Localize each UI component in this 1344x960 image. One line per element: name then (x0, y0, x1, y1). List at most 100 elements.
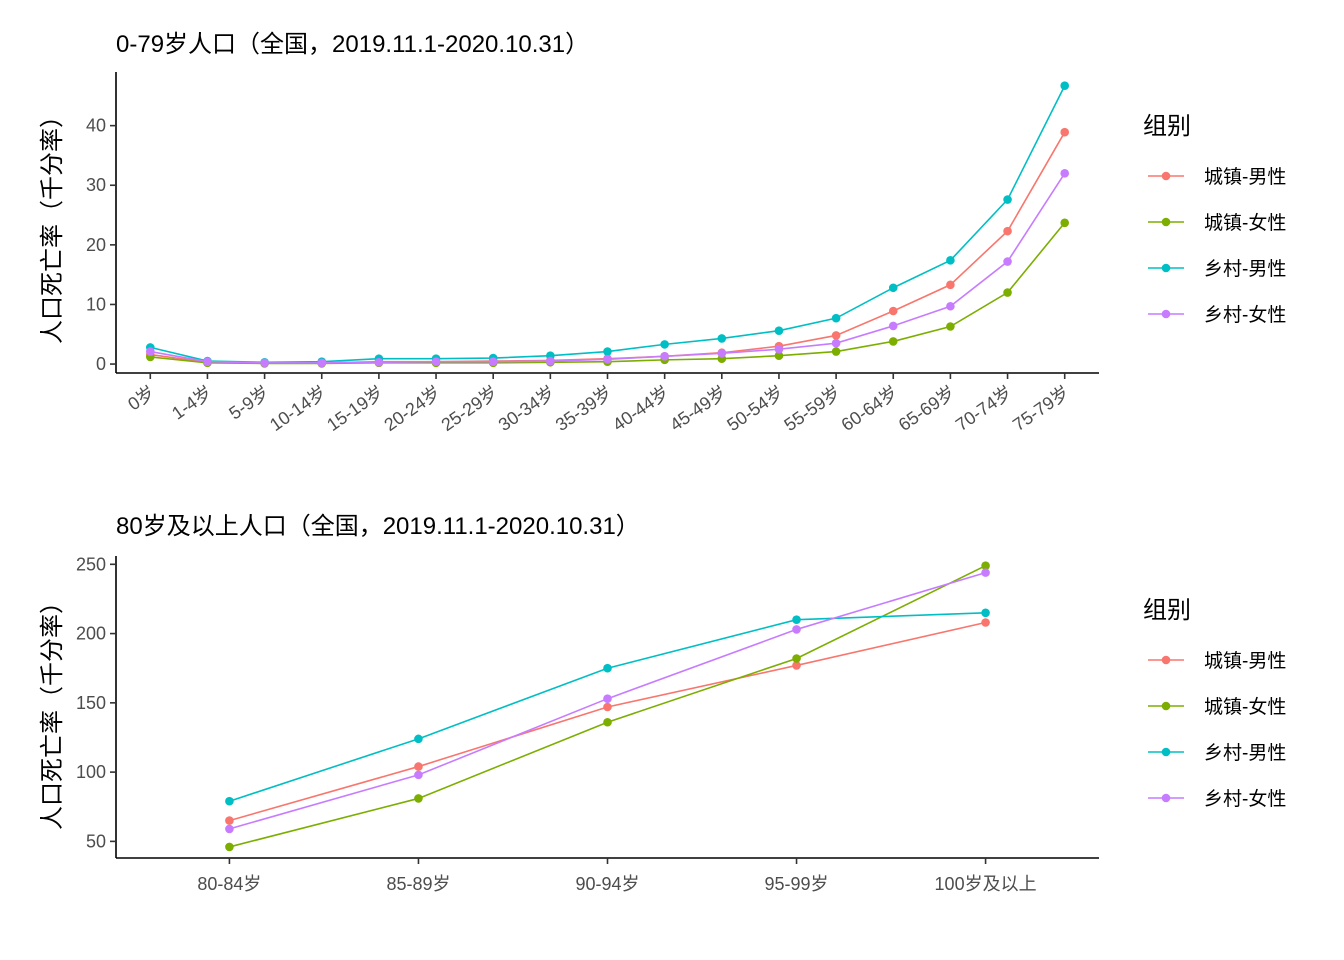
legend-key-point (1161, 793, 1171, 803)
legend-key-point (1161, 701, 1171, 711)
y-tick-label: 30 (86, 175, 106, 195)
data-point (414, 762, 423, 771)
legend-label: 城镇-女性 (1204, 212, 1286, 234)
data-point (1003, 195, 1012, 204)
data-point (1060, 127, 1070, 137)
data-point (260, 358, 269, 368)
legend-key-point (1161, 171, 1171, 181)
x-tick-label: 85-89岁 (386, 874, 450, 894)
legend-label: 城镇-男性 (1204, 166, 1286, 188)
data-point (981, 568, 990, 577)
legend-key-point (1161, 309, 1171, 319)
data-point (225, 824, 234, 834)
data-point (488, 357, 498, 366)
data-point (946, 322, 955, 331)
legend-label: 乡村-男性 (1204, 258, 1286, 280)
legend-title-top: 组别 (1143, 113, 1191, 140)
chart-title-bottom: 80岁及以上人口（全国，2019.11.1-2020.10.31） (116, 513, 640, 540)
data-point (981, 618, 990, 627)
x-tick-label: 40-44岁 (609, 382, 673, 435)
y-tick-label: 10 (86, 294, 106, 314)
x-tick-label: 95-99岁 (765, 874, 829, 894)
x-tick-label: 70-74岁 (952, 382, 1016, 435)
data-point (831, 338, 841, 348)
data-point (888, 283, 898, 293)
data-point (660, 352, 669, 361)
plot-area-top: 0 10 20 30 40 0岁 1-4岁 5-9岁10-14岁15-19岁20-24岁25-… (86, 72, 1099, 435)
data-point (774, 351, 784, 361)
x-tick-label: 10-14岁 (266, 382, 330, 435)
data-point (145, 347, 155, 356)
data-point (717, 349, 727, 358)
x-tick-label: 60-64岁 (838, 382, 902, 435)
y-tick-label: 20 (86, 235, 106, 255)
y-tick-label: 100 (76, 762, 106, 782)
chart-panel-top: 0-79岁人口（全国，2019.11.1-2020.10.31） 人口死亡率（千… (39, 31, 1286, 435)
y-tick-label: 150 (76, 693, 106, 713)
data-point (414, 794, 423, 803)
x-tick-label: 90-94岁 (575, 874, 639, 894)
x-tick-label: 15-19岁 (323, 382, 387, 435)
y-axis-label-top: 人口死亡率（千分率） (39, 104, 66, 344)
data-point (225, 796, 234, 806)
x-tick-label: 0岁 (124, 382, 158, 414)
data-point (1060, 81, 1070, 91)
data-point (1003, 257, 1012, 266)
chart-title-top: 0-79岁人口（全国，2019.11.1-2020.10.31） (116, 31, 589, 58)
data-point (831, 331, 841, 340)
data-point (888, 306, 898, 316)
data-point (792, 661, 801, 670)
data-point (225, 842, 234, 852)
data-point (1003, 226, 1012, 236)
series-line (150, 131, 1066, 364)
series-line (150, 85, 1066, 364)
data-point (1060, 218, 1070, 228)
legend-key-point (1161, 747, 1171, 757)
legend-key-point (1161, 217, 1171, 227)
x-tick-label: 100岁及以上 (935, 874, 1037, 894)
legend-title-bottom: 组别 (1143, 597, 1191, 624)
y-tick-label: 200 (76, 624, 106, 644)
legend-label: 城镇-男性 (1204, 650, 1286, 672)
x-tick-label: 35-39岁 (552, 382, 616, 435)
legend-label: 乡村-女性 (1204, 304, 1286, 326)
data-point (603, 702, 612, 712)
data-point (603, 354, 612, 364)
x-tick-label: 5-9岁 (225, 382, 273, 424)
x-tick-label: 1-4岁 (168, 382, 216, 424)
legend-label: 乡村-女性 (1204, 788, 1286, 810)
x-tick-label: 20-24岁 (380, 382, 444, 435)
x-tick-label: 30-34岁 (495, 382, 559, 435)
data-point (317, 358, 327, 368)
data-point (603, 663, 612, 673)
x-tick-label: 50-54岁 (723, 382, 787, 435)
data-point (888, 337, 898, 346)
data-point (946, 256, 955, 265)
data-point (374, 357, 384, 367)
y-tick-label: 50 (86, 831, 106, 851)
data-point (792, 615, 801, 625)
data-point (981, 561, 990, 570)
data-point (203, 357, 212, 366)
data-point (792, 654, 801, 663)
data-point (831, 313, 841, 323)
data-point (717, 334, 727, 343)
x-tick-label: 65-69岁 (895, 382, 959, 435)
series-line (150, 172, 1066, 364)
x-tick-label: 75-79岁 (1009, 382, 1073, 435)
data-point (603, 347, 612, 356)
data-point (603, 694, 612, 703)
legend-label: 城镇-女性 (1204, 696, 1286, 718)
data-point (1060, 169, 1070, 178)
data-point (831, 347, 841, 356)
data-point (946, 280, 955, 290)
data-point (774, 326, 784, 335)
data-point (774, 344, 784, 354)
series-line (150, 222, 1066, 365)
y-tick-label: 40 (86, 116, 106, 136)
legend-key-point (1161, 655, 1171, 665)
data-point (946, 301, 955, 311)
